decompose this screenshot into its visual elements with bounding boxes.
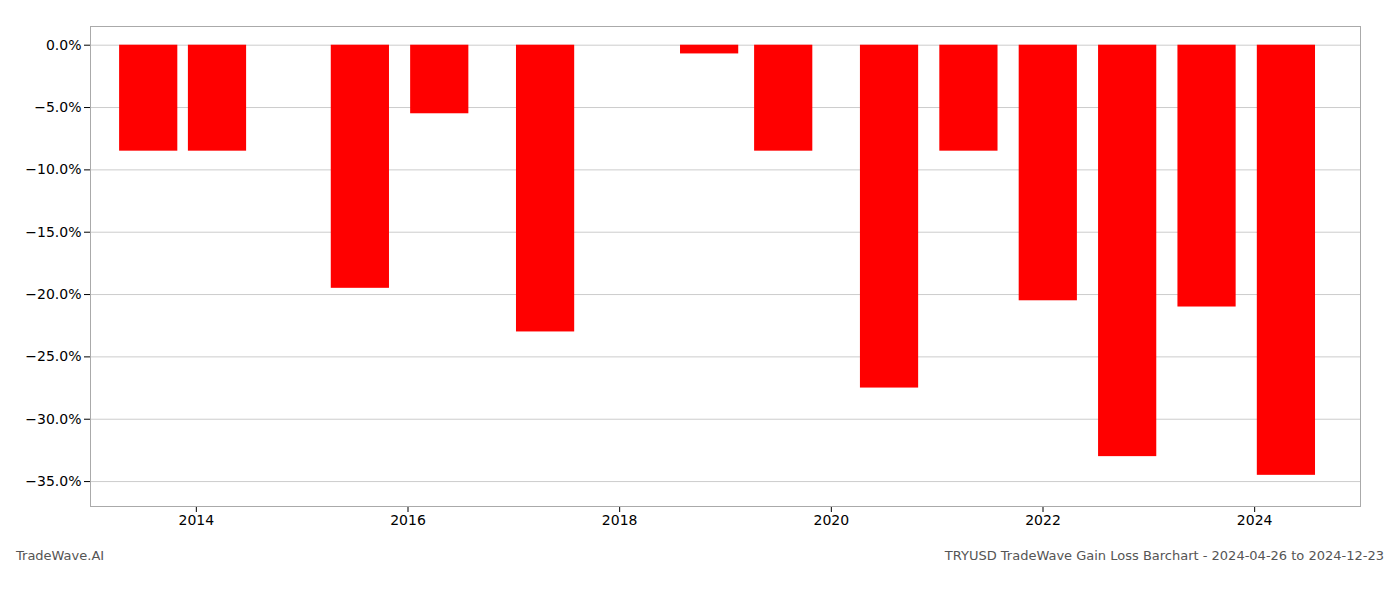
svg-text:−35.0%: −35.0% [25,473,81,489]
svg-text:−10.0%: −10.0% [25,161,81,177]
svg-text:−25.0%: −25.0% [25,348,81,364]
svg-text:−20.0%: −20.0% [25,286,81,302]
svg-text:2024: 2024 [1237,512,1273,528]
svg-text:2020: 2020 [814,512,850,528]
svg-text:2018: 2018 [602,512,638,528]
svg-text:−5.0%: −5.0% [34,99,81,115]
svg-text:−15.0%: −15.0% [25,224,81,240]
html-text:TradeWave.AI: TradeWave.AI [16,548,105,563]
svg-text:2016: 2016 [390,512,426,528]
svg-text:2014: 2014 [179,512,215,528]
html-text:TRYUSD TradeWave Gain Loss Bar: TRYUSD TradeWave Gain Loss Barchart - 20… [944,548,1384,563]
svg-text:2022: 2022 [1025,512,1061,528]
svg-text:−30.0%: −30.0% [25,411,81,427]
svg-text:0.0%: 0.0% [46,37,82,53]
